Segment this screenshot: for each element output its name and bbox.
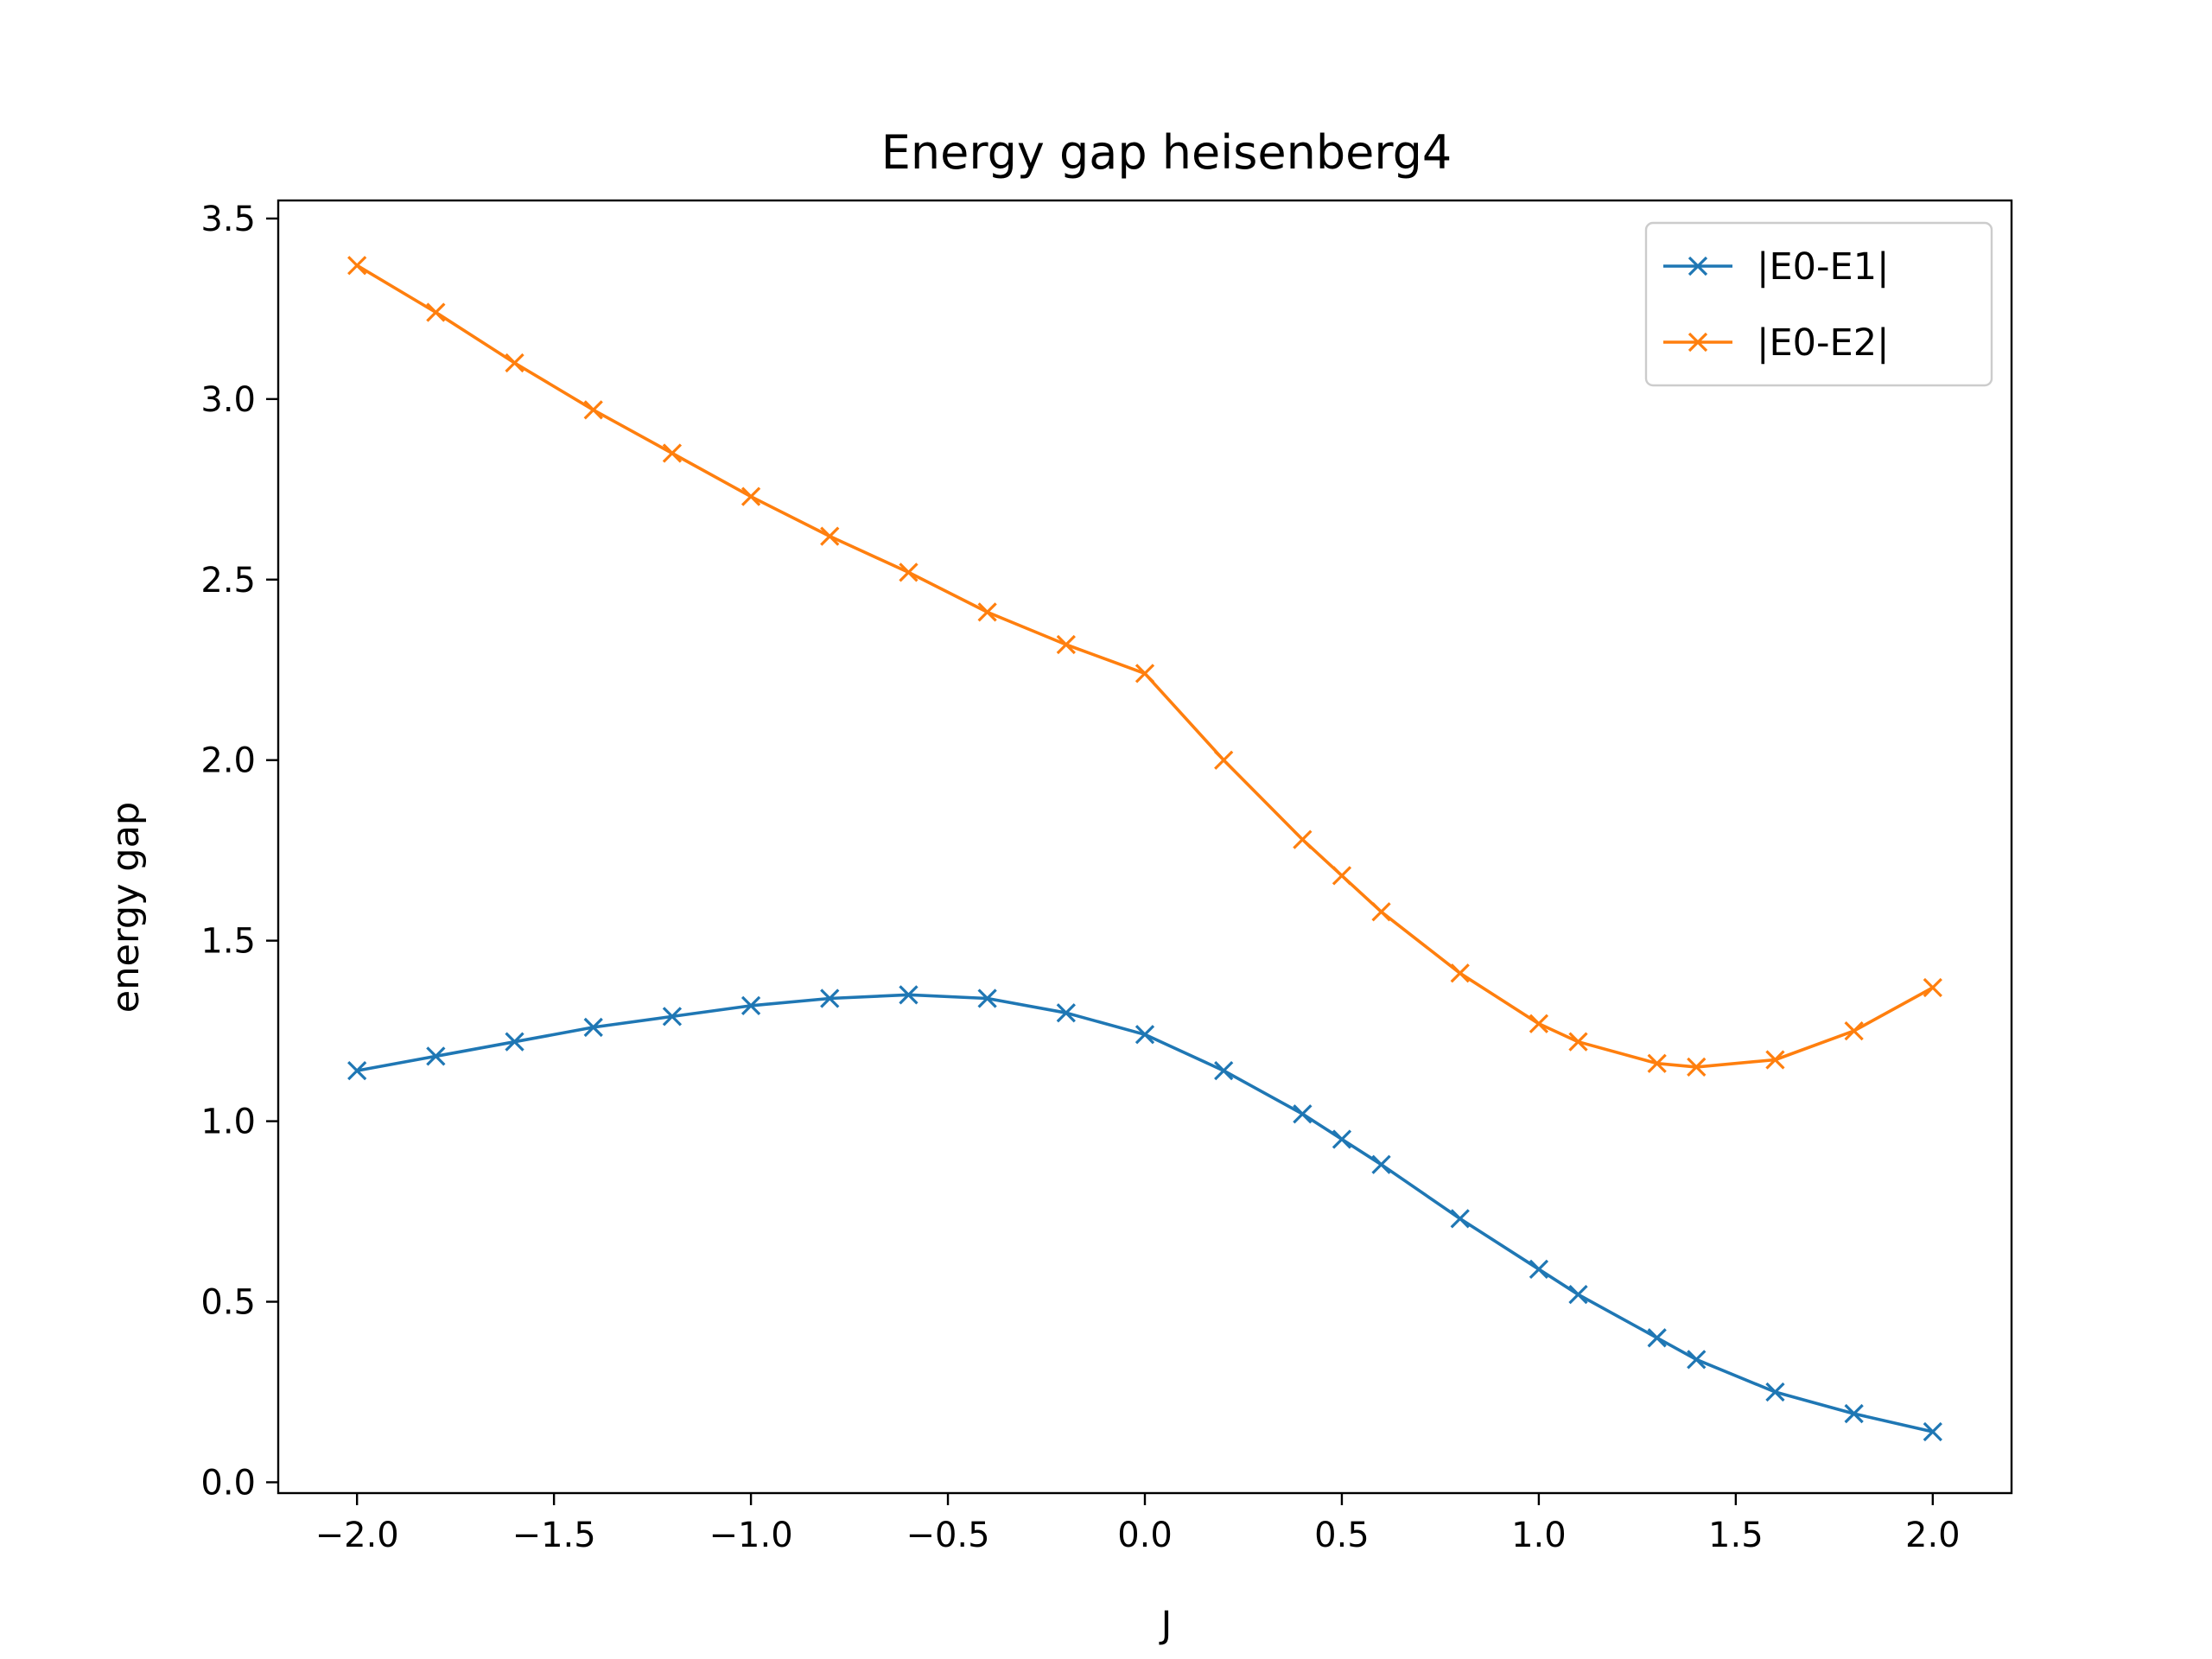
series-2-point <box>1056 634 1076 655</box>
series-2-point <box>1293 830 1313 849</box>
x-tick-label: 0.0 <box>1117 1516 1173 1555</box>
series-1-point <box>1923 1421 1942 1442</box>
y-tick-label: 0.5 <box>200 1283 256 1323</box>
series-1-point <box>1529 1259 1549 1280</box>
chart-title: Energy gap heisenberg4 <box>881 125 1452 180</box>
series-1-point <box>899 985 918 1005</box>
series-1-point <box>505 1032 524 1052</box>
x-axis-label: J <box>1159 1604 1173 1647</box>
y-tick-label: 1.5 <box>200 922 256 962</box>
series-2-point <box>426 302 446 322</box>
series-1-point <box>1765 1382 1785 1402</box>
series-2-point <box>1568 1032 1588 1052</box>
y-axis-label: energy gap <box>105 802 148 1013</box>
series-2-point <box>1371 902 1391 922</box>
series-1-point <box>1450 1209 1470 1229</box>
series-1-point <box>1135 1025 1155 1045</box>
x-tick-label: −2.0 <box>315 1516 399 1555</box>
x-tick-label: 1.0 <box>1511 1516 1567 1555</box>
legend-marker-1 <box>1688 256 1708 276</box>
series-2-point <box>1450 963 1470 983</box>
y-tick-label: 2.0 <box>200 741 256 781</box>
y-tick-label: 3.0 <box>200 380 256 420</box>
x-tick-label: −1.0 <box>709 1516 793 1555</box>
series-2-point <box>1214 750 1234 770</box>
legend-label-1: |E0-E1| <box>1757 245 1890 289</box>
series-1-point <box>1332 1129 1352 1149</box>
series-2-point <box>347 256 367 276</box>
series-1-point <box>426 1046 446 1066</box>
y-tick-label: 2.5 <box>200 561 256 601</box>
series-1-point <box>1568 1285 1588 1305</box>
x-tick-label: 1.5 <box>1708 1516 1764 1555</box>
series-2-point <box>1923 977 1942 998</box>
series-2-point <box>1687 1057 1707 1077</box>
series-1-point <box>662 1007 683 1027</box>
x-tick-label: 2.0 <box>1905 1516 1961 1555</box>
series-1-point <box>1293 1104 1313 1124</box>
legend-label-2: |E0-E2| <box>1757 321 1890 365</box>
series-2-point <box>741 486 761 506</box>
series-2-point <box>1135 664 1155 683</box>
x-tick-label: −1.5 <box>512 1516 596 1555</box>
y-tick-label: 1.0 <box>200 1103 256 1142</box>
x-tick-label: 0.5 <box>1314 1516 1370 1555</box>
series-2-point <box>1844 1020 1864 1041</box>
series-2-point <box>820 526 840 546</box>
series-1-point <box>1056 1003 1076 1023</box>
series-2-point <box>1647 1053 1667 1073</box>
series-2-point <box>662 443 683 463</box>
series-2-point <box>1332 866 1352 886</box>
series-1-point <box>1371 1154 1391 1174</box>
series-2-point <box>899 563 918 582</box>
series-1-point <box>347 1060 367 1081</box>
series-2-point <box>1765 1050 1785 1070</box>
series-1-point <box>1844 1403 1864 1424</box>
series-1-point <box>1687 1350 1707 1370</box>
series-1-point <box>1647 1328 1667 1348</box>
legend-frame <box>1644 221 1993 387</box>
y-tick-label: 3.5 <box>200 200 256 239</box>
series-1-point <box>820 988 840 1008</box>
y-tick-label: 0.0 <box>200 1463 256 1503</box>
series-1-point <box>977 988 997 1008</box>
series-2-point <box>1529 1014 1549 1033</box>
plot-area: −2.0 −1.5 −1.0 −0.5 0.0 0.5 1.0 1.5 2.0 0.0 0.5 1.0… <box>200 199 2013 1555</box>
series-2-point <box>583 400 603 420</box>
series-2-point <box>977 602 997 622</box>
legend: |E0-E1| |E0-E2| <box>1644 221 1993 387</box>
x-tick-label: −0.5 <box>906 1516 989 1555</box>
series-1-point <box>741 995 761 1016</box>
series-2-point <box>505 353 524 373</box>
series-1-point <box>583 1017 603 1038</box>
series-1-point <box>1214 1060 1234 1081</box>
legend-marker-2 <box>1688 332 1708 353</box>
